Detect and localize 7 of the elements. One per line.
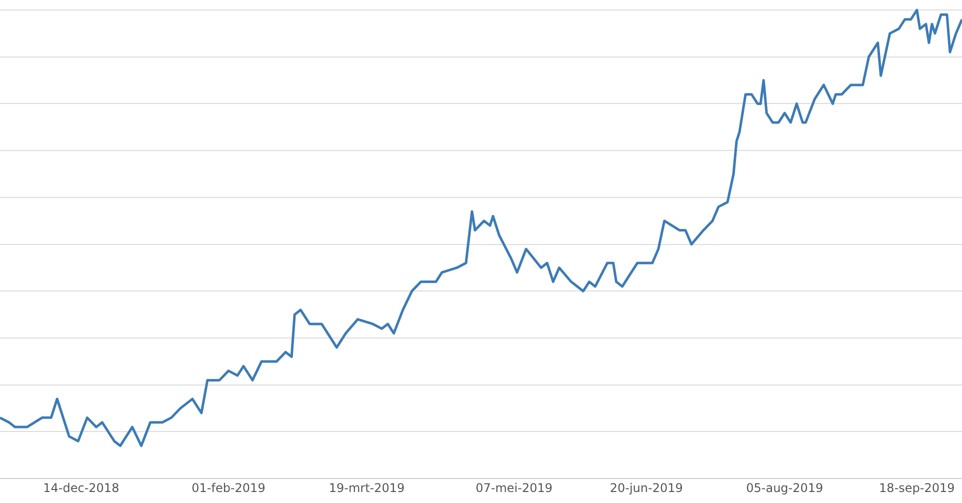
x-tick-label: 05-aug-2019 <box>746 480 824 495</box>
x-tick-label: 07-mei-2019 <box>476 480 553 495</box>
x-tick-label: 20-jun-2019 <box>610 480 683 495</box>
x-tick-label: 19-mrt-2019 <box>328 480 405 495</box>
x-tick-label: 18-sep-2019 <box>879 480 955 495</box>
x-tick-label: 14-dec-2018 <box>43 480 120 495</box>
x-tick-label: 01-feb-2019 <box>192 480 266 495</box>
